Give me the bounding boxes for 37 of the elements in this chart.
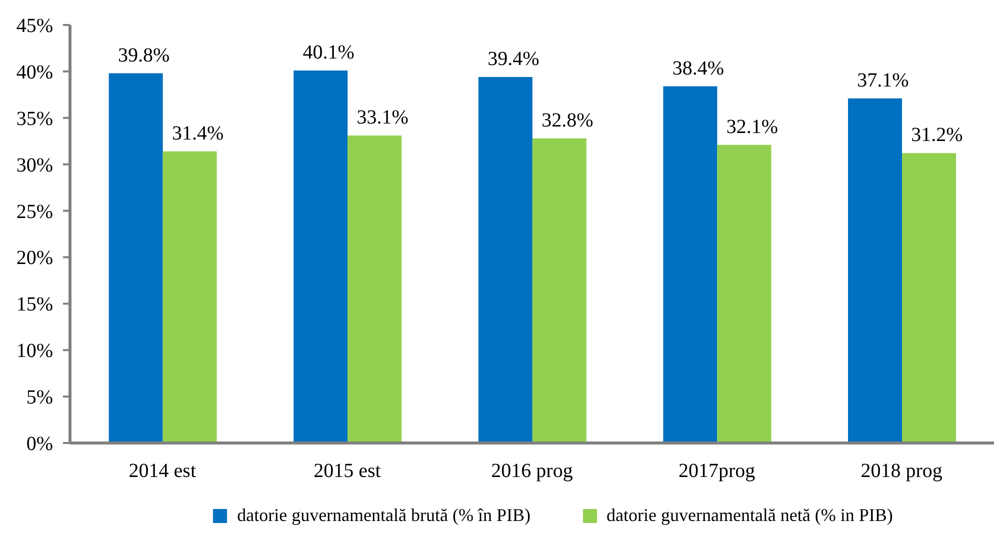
data-label: 39.4%: [488, 48, 540, 70]
data-label: 31.2%: [911, 124, 963, 146]
bar: [294, 70, 348, 443]
x-tick-label: 2017prog: [678, 460, 756, 482]
x-tick-label: 2014 est: [128, 460, 196, 482]
y-tick-label: 40%: [16, 61, 53, 84]
y-tick-label: 35%: [16, 108, 53, 130]
y-tick-label: 15%: [16, 294, 53, 316]
data-label: 39.8%: [118, 44, 170, 66]
y-tick-label: 0%: [26, 433, 53, 455]
bar: [848, 98, 902, 443]
legend-label: datorie guvernamentală brută (% în PIB): [237, 505, 530, 526]
data-label: 33.1%: [356, 106, 408, 129]
data-label: 31.4%: [172, 122, 224, 144]
data-label: 32.1%: [726, 116, 778, 138]
data-label: 38.4%: [672, 57, 724, 80]
x-tick-label: 2016 prog: [491, 460, 573, 482]
bar: [108, 73, 163, 443]
data-label: 40.1%: [302, 42, 354, 64]
y-tick-label: 30%: [16, 154, 53, 176]
x-tick-label: 2018 prog: [860, 460, 942, 482]
bar: [717, 144, 772, 443]
bar: [532, 138, 586, 443]
y-tick-label: 10%: [16, 340, 53, 362]
bar: [348, 136, 402, 443]
y-tick-label: 45%: [16, 15, 53, 37]
bar: [902, 153, 956, 443]
bar: [162, 151, 217, 443]
data-label: 32.8%: [542, 109, 594, 132]
y-tick-label: 20%: [16, 247, 53, 270]
bar: [663, 86, 718, 443]
data-label: 37.1%: [857, 69, 909, 92]
x-tick-label: 2015 est: [314, 460, 382, 482]
legend-label: datorie guvernamentală netă (% in PIB): [606, 505, 893, 526]
y-tick-label: 5%: [26, 386, 53, 409]
bar: [478, 77, 532, 443]
y-tick-label: 25%: [16, 200, 53, 223]
